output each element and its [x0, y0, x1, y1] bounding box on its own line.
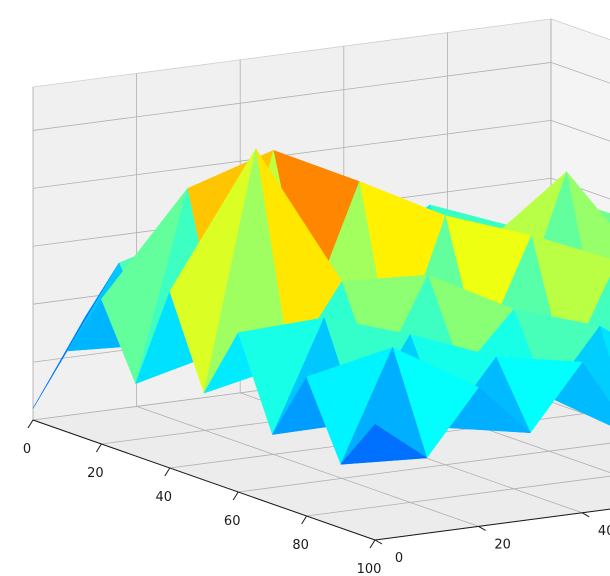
floor-grid-y [136, 406, 479, 527]
x-tick-label: 100 [357, 562, 382, 576]
left-grid-z [32, 119, 552, 189]
floor-grid-x [238, 442, 610, 493]
back-grid-z [550, 177, 610, 200]
surface-facet [340, 423, 428, 465]
x-tick-mark [95, 443, 102, 453]
surface-mesh [32, 148, 610, 465]
x-tick-label: 40 [156, 490, 173, 505]
y-tick-mark [478, 525, 486, 531]
y-tick-label: 40 [598, 524, 610, 539]
x-tick-label: 60 [224, 514, 241, 529]
x-axis-ticks: 0 20 40 60 80 100 [23, 419, 382, 576]
axis-lines [32, 419, 610, 541]
y-tick-label: 20 [494, 537, 511, 552]
x-tick-mark [369, 539, 376, 549]
back-grid-z [550, 62, 610, 84]
x-tick-mark [232, 491, 239, 501]
x-tick-mark [301, 515, 308, 525]
back-grid-z [550, 119, 610, 142]
x-tick-label: 20 [87, 466, 104, 481]
x-tick-label: 80 [292, 538, 309, 553]
y-tick-mark [581, 512, 590, 518]
x-tick-label: 0 [23, 442, 31, 457]
y-axis-line [374, 508, 610, 541]
y-tick-label: 0 [395, 551, 403, 566]
left-grid-z [32, 62, 552, 131]
x-tick-mark [164, 467, 171, 477]
x-axis-line [32, 419, 376, 541]
x-tick-mark [27, 419, 34, 429]
floor-grid-x [306, 475, 610, 517]
y-tick-mark [374, 539, 383, 545]
